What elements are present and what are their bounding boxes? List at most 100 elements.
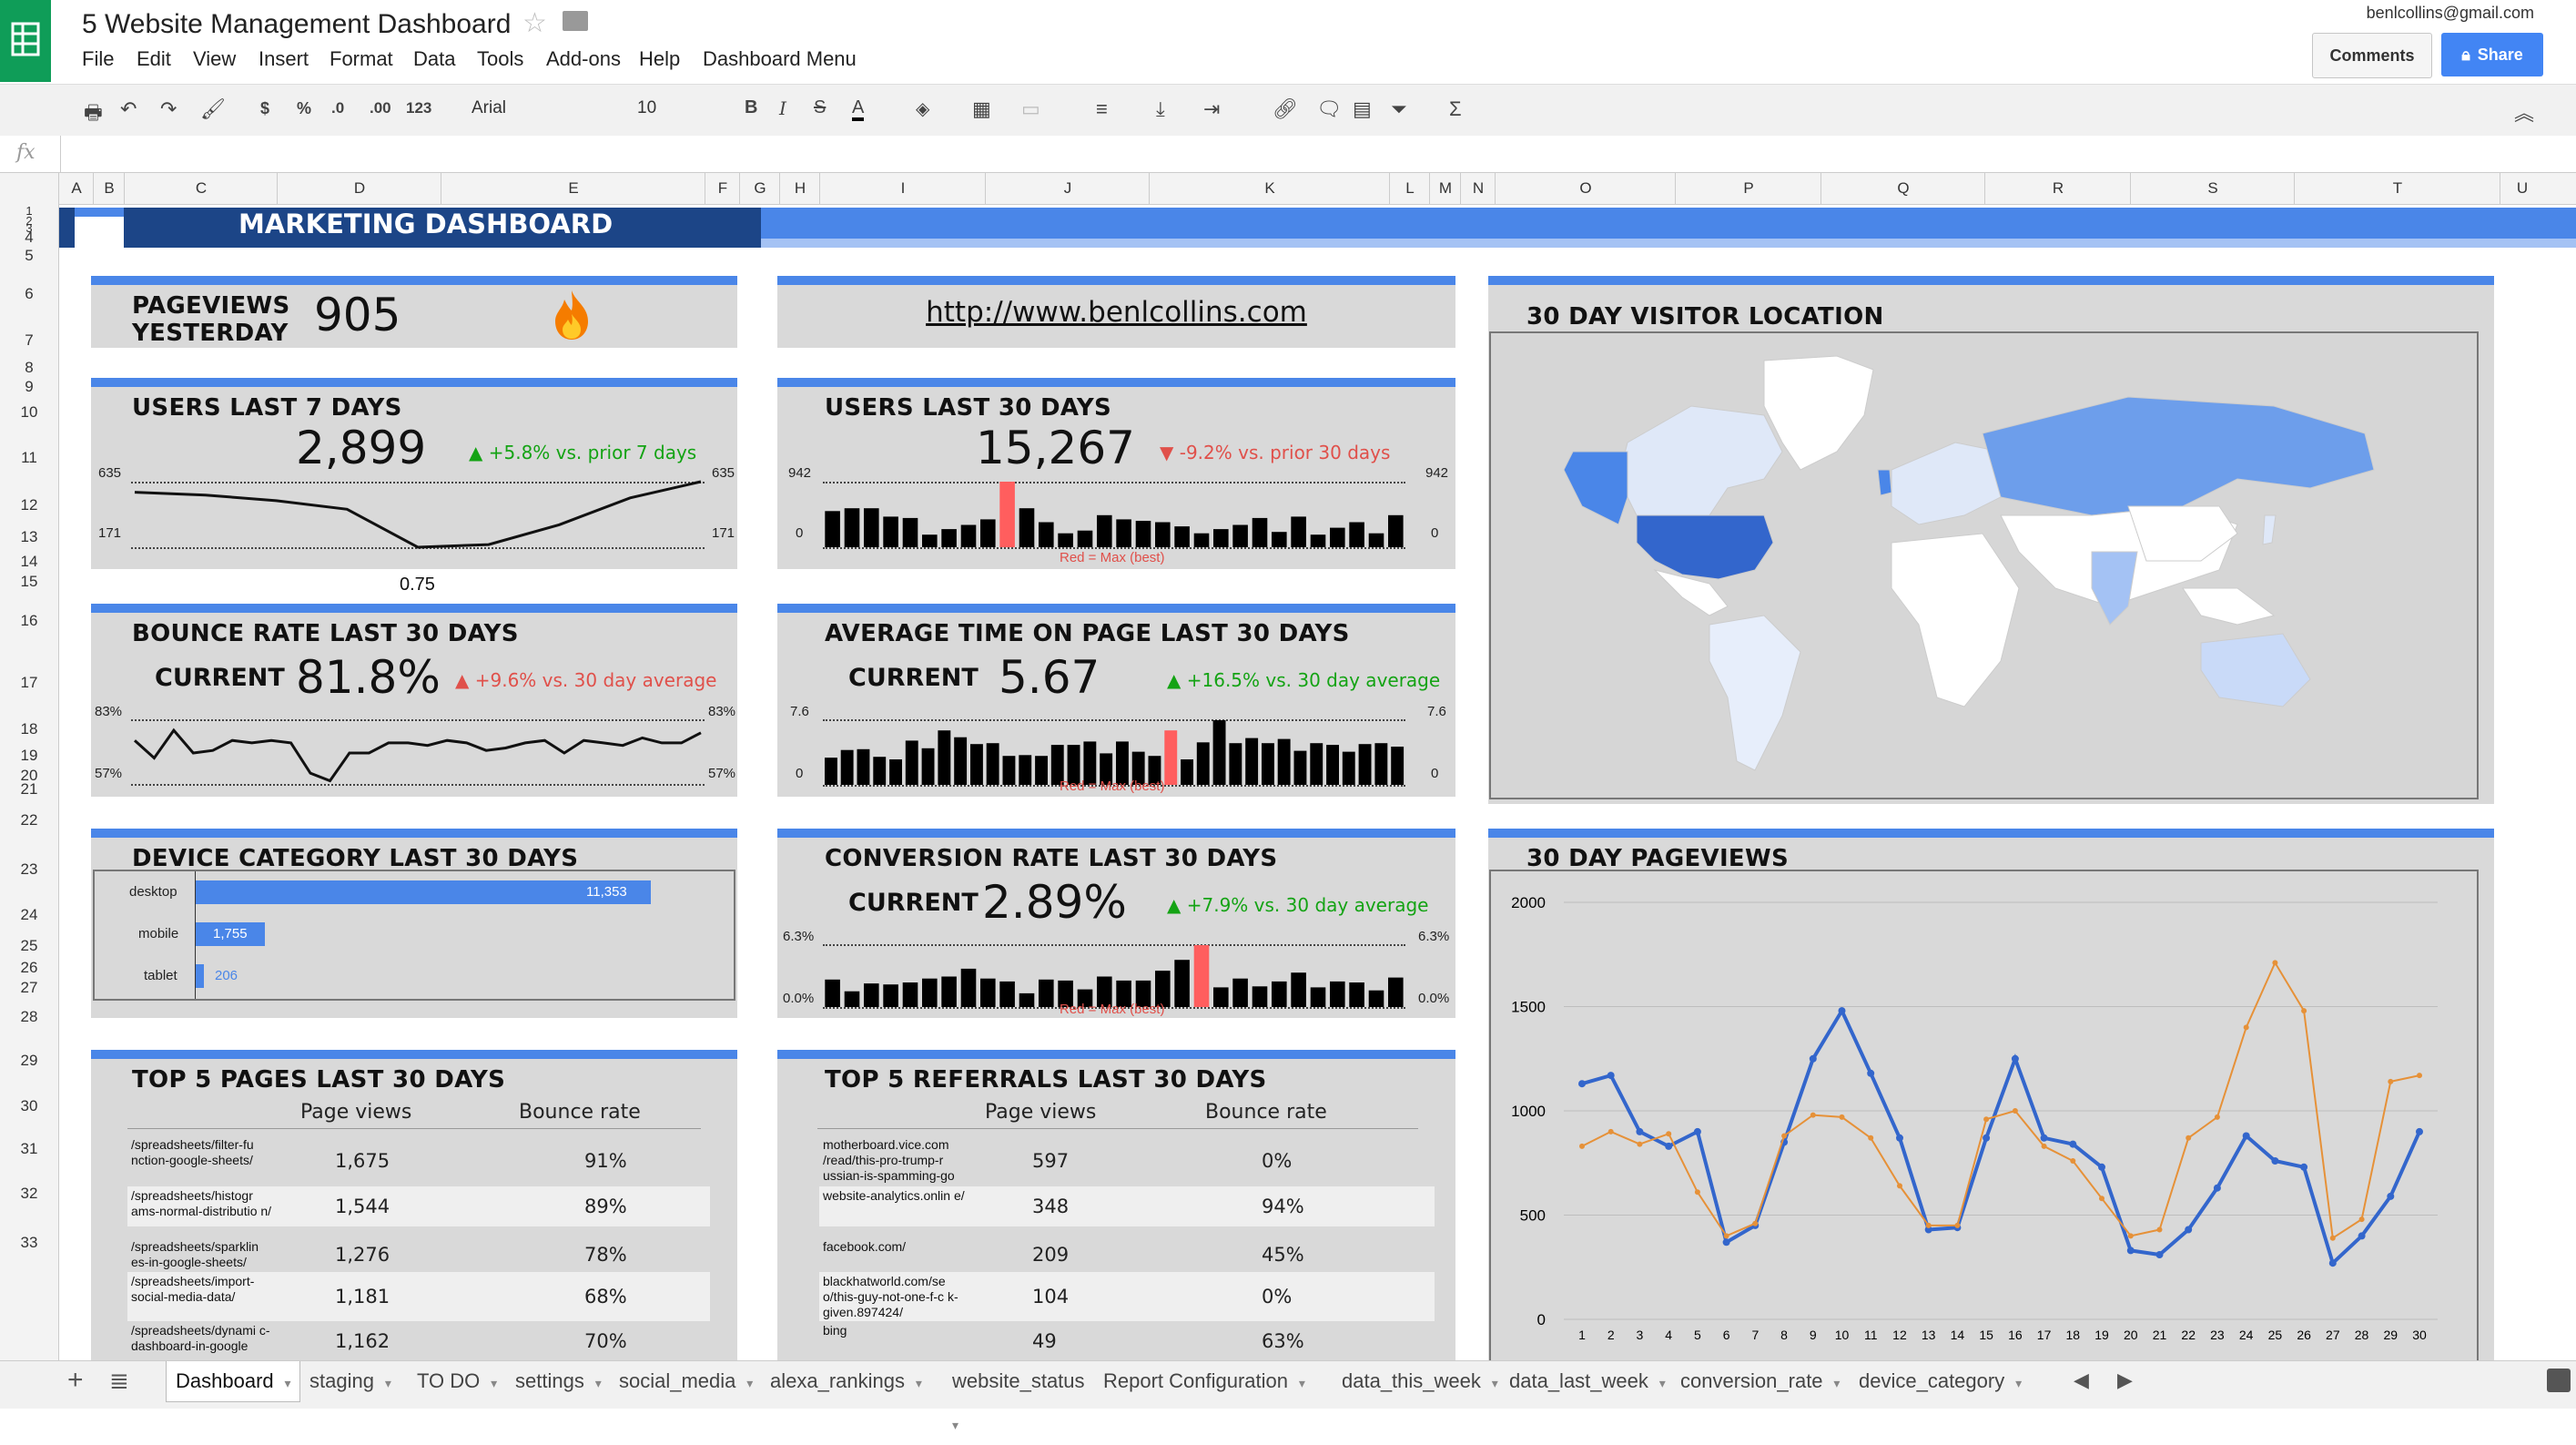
tab-menu-icon[interactable]: ▾	[1487, 1376, 1498, 1390]
data-point[interactable]	[1781, 1133, 1788, 1139]
row-header-19[interactable]: 19	[20, 747, 38, 764]
column-header-b[interactable]: B	[93, 173, 125, 204]
row-header-21[interactable]: 21	[20, 780, 38, 798]
column-header-f[interactable]: F	[705, 173, 740, 204]
table-row-page[interactable]: /spreadsheets/histogr ams-normal-distrib…	[131, 1188, 272, 1218]
data-point[interactable]	[1694, 1189, 1700, 1196]
column-header-u[interactable]: U	[2500, 173, 2544, 204]
row-header-18[interactable]: 18	[20, 720, 38, 738]
fill-color-icon[interactable]: ◈	[916, 99, 930, 119]
data-point[interactable]	[2155, 1251, 2164, 1258]
align-left-icon[interactable]: ≡	[1096, 97, 1108, 120]
column-header-t[interactable]: T	[2294, 173, 2500, 204]
data-point[interactable]	[1924, 1226, 1932, 1234]
data-point[interactable]	[2387, 1192, 2395, 1200]
font-size-dropdown[interactable]: 10	[637, 98, 657, 117]
menu-help[interactable]: Help	[639, 47, 681, 70]
merge-cells-icon[interactable]: ▭	[1021, 97, 1040, 120]
insert-link-icon[interactable]: 🔗︎	[1273, 97, 1298, 120]
column-header-s[interactable]: S	[2130, 173, 2295, 204]
redo-icon[interactable]: ↷	[160, 97, 177, 120]
data-point[interactable]	[1637, 1141, 1643, 1147]
data-point[interactable]	[1752, 1220, 1759, 1226]
data-point[interactable]	[2011, 1054, 2019, 1063]
data-point[interactable]	[2069, 1140, 2077, 1148]
user-email[interactable]: benlcollins@gmail.com	[2366, 4, 2534, 22]
column-header-a[interactable]: A	[58, 173, 94, 204]
row-header-27[interactable]: 27	[20, 979, 38, 996]
column-header-q[interactable]: Q	[1820, 173, 1985, 204]
row-header-9[interactable]: 9	[25, 378, 34, 395]
row-header-22[interactable]: 22	[20, 811, 38, 829]
column-header-d[interactable]: D	[277, 173, 441, 204]
sheets-logo-icon[interactable]	[0, 0, 51, 82]
column-header-m[interactable]: M	[1429, 173, 1461, 204]
data-point[interactable]	[1579, 1143, 1585, 1149]
data-point[interactable]	[2012, 1108, 2018, 1114]
row-header-11[interactable]: 11	[21, 449, 37, 466]
data-point[interactable]	[2242, 1132, 2250, 1140]
menu-add-ons[interactable]: Add-ons	[546, 47, 621, 70]
all-sheets-icon[interactable]: ≣	[109, 1367, 129, 1394]
row-header-13[interactable]: 13	[20, 528, 38, 545]
tab-menu-icon[interactable]: ▾	[1830, 1376, 1841, 1390]
paint-format-icon[interactable]: 🖌︎	[200, 97, 226, 120]
data-point[interactable]	[2300, 1163, 2308, 1171]
tab-menu-icon[interactable]: ▾	[743, 1376, 754, 1390]
borders-icon[interactable]: ▦	[972, 97, 991, 120]
row-header-25[interactable]: 25	[20, 937, 38, 954]
menu-view[interactable]: View	[193, 47, 237, 70]
data-point[interactable]	[2186, 1135, 2192, 1141]
table-row-page[interactable]: /spreadsheets/sparklin es-in-google-shee…	[131, 1239, 259, 1269]
menu-insert[interactable]: Insert	[259, 47, 309, 70]
tab-menu-icon[interactable]: ▾	[2012, 1376, 2023, 1390]
undo-icon[interactable]: ↶	[120, 97, 137, 120]
data-point[interactable]	[1636, 1127, 1644, 1135]
data-point[interactable]	[1925, 1222, 1932, 1228]
tab-menu-icon[interactable]: ▾	[487, 1376, 498, 1390]
pageviews-chart[interactable]: 0 500 1000 1500 2000 1 2 3 4 5 6 7 8 9 10 11 12 13 14 15 16 1…	[1489, 870, 2479, 1360]
sheet-tab-to-do[interactable]: TO DO ▾	[408, 1361, 504, 1401]
filter-icon[interactable]: ⏷	[1391, 97, 1407, 120]
insert-comment-icon[interactable]: 🗨︎	[1316, 97, 1342, 120]
column-header-l[interactable]: L	[1389, 173, 1430, 204]
row-header-6[interactable]: 6	[25, 285, 34, 302]
tab-menu-icon[interactable]: ▾	[380, 1376, 391, 1390]
data-point[interactable]	[2127, 1233, 2134, 1239]
row-header-15[interactable]: 15	[20, 573, 38, 590]
row-header-12[interactable]: 12	[20, 496, 38, 514]
font-family-dropdown[interactable]: Arial	[472, 98, 507, 117]
document-title[interactable]: 5 Website Management Dashboard	[82, 9, 512, 39]
tab-menu-icon[interactable]: ▾	[591, 1376, 602, 1390]
sheet-tab-report-configuration[interactable]: Report Configuration ▾	[1094, 1361, 1331, 1401]
sheet-tab-device-category[interactable]: device_category ▾	[1850, 1361, 2057, 1401]
menu-data[interactable]: Data	[413, 47, 456, 70]
sheet-tab-website-status[interactable]: website_status ▾	[943, 1361, 1092, 1432]
share-button[interactable]: 🔒︎ Share	[2441, 33, 2543, 76]
world-map[interactable]	[1489, 331, 2479, 799]
data-point[interactable]	[2098, 1163, 2105, 1171]
row-header-4[interactable]: 4	[25, 229, 34, 246]
column-header-r[interactable]: R	[1984, 173, 2131, 204]
table-row-page[interactable]: facebook.com/	[823, 1239, 907, 1254]
column-header-j[interactable]: J	[985, 173, 1150, 204]
data-point[interactable]	[1666, 1131, 1672, 1137]
column-header-k[interactable]: K	[1149, 173, 1390, 204]
row-header-3[interactable]: 3	[25, 221, 33, 235]
data-point[interactable]	[2328, 1259, 2337, 1267]
data-point[interactable]	[1954, 1222, 1961, 1228]
comments-button[interactable]: Comments	[2312, 33, 2432, 78]
menu-file[interactable]: File	[82, 47, 115, 70]
sheet-tab-staging[interactable]: staging ▾	[300, 1361, 406, 1401]
add-sheet-icon[interactable]: +	[67, 1365, 84, 1395]
data-point[interactable]	[2416, 1127, 2423, 1135]
row-header-29[interactable]: 29	[20, 1052, 38, 1069]
data-point[interactable]	[1810, 1112, 1816, 1118]
folder-icon[interactable]	[563, 11, 588, 31]
insert-chart-icon[interactable]: ▤	[1353, 97, 1372, 120]
number-format-dropdown[interactable]: 123	[406, 99, 432, 117]
website-link[interactable]: http://www.benlcollins.com	[926, 296, 1307, 329]
text-wrap-icon[interactable]: ⇥	[1203, 97, 1221, 120]
currency-format-button[interactable]: $	[260, 99, 270, 117]
data-point[interactable]	[2156, 1226, 2163, 1233]
